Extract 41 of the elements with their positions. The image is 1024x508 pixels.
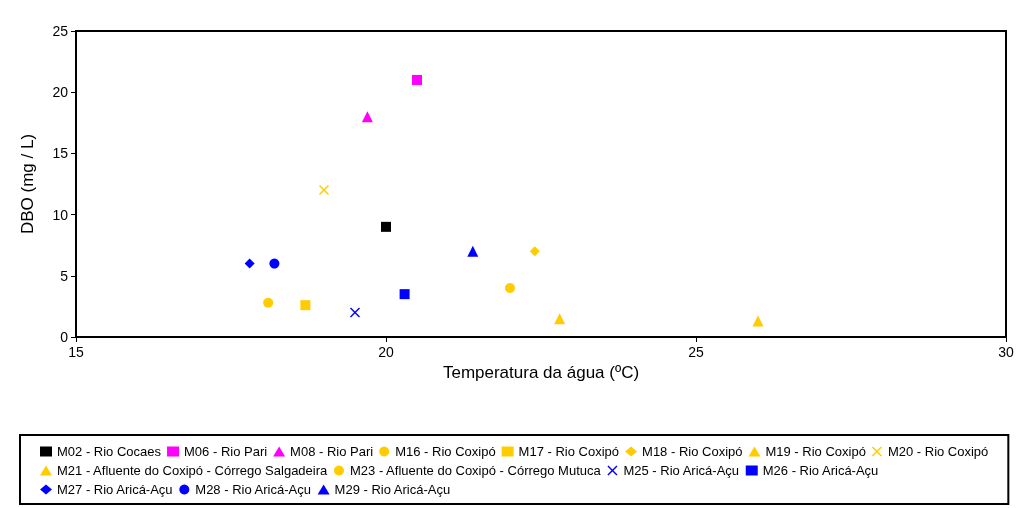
point <box>529 246 540 257</box>
legend-label: M02 - Rio Cocaes <box>57 444 162 459</box>
y-tick-label: 0 <box>60 329 69 345</box>
legend-label: M17 - Rio Coxipó <box>518 444 620 459</box>
point <box>319 185 329 196</box>
legend-label: M21 - Afluente do Coxipó - Córrego Salgadeira <box>57 463 329 478</box>
legend-label: M26 - Rio Aricá-Açu <box>762 463 879 478</box>
point <box>361 111 373 123</box>
point <box>467 245 479 257</box>
point <box>263 297 274 308</box>
x-axis-title: Temperatura da água (ºC) <box>442 362 640 382</box>
x-tick-label: 20 <box>378 344 394 360</box>
point <box>505 283 515 294</box>
legend-label: M28 - Rio Aricá-Açu <box>195 482 311 497</box>
legend-label: M18 - Rio Coxipó <box>642 444 743 459</box>
y-tick-label: 10 <box>52 206 69 223</box>
legend-label: M20 - Rio Coxipó <box>887 444 989 459</box>
legend-label: M23 - Afluente do Coxipó - Córrego Mutuca <box>349 463 602 478</box>
point <box>244 258 255 269</box>
legend-label: M19 - Rio Coxipó <box>765 444 866 459</box>
x-tick-label: 30 <box>998 344 1014 360</box>
legend-label: M29 - Rio Aricá-Açu <box>334 482 451 497</box>
y-tick-label: 15 <box>52 145 69 162</box>
legend-label: M06 - Rio Pari <box>184 444 268 459</box>
y-tick-label: 20 <box>52 84 69 101</box>
y-axis-title: DBO (mg / L) <box>18 133 37 235</box>
point <box>399 289 410 300</box>
x-tick-label: 25 <box>688 344 704 360</box>
point <box>269 258 280 269</box>
point <box>350 307 360 318</box>
point <box>752 315 764 327</box>
point <box>381 221 391 232</box>
y-tick-label: 25 <box>52 23 69 39</box>
legend-label: M25 - Rio Aricá-Açu <box>623 463 740 478</box>
legend-label: M27 - Rio Aricá-Açu <box>57 482 173 497</box>
point <box>300 300 311 311</box>
legend-label: M08 - Rio Pari <box>290 444 374 459</box>
legend-label: M16 - Rio Coxipó <box>395 444 496 459</box>
y-tick-label: 5 <box>60 267 69 284</box>
point <box>554 313 566 325</box>
point <box>412 74 422 85</box>
